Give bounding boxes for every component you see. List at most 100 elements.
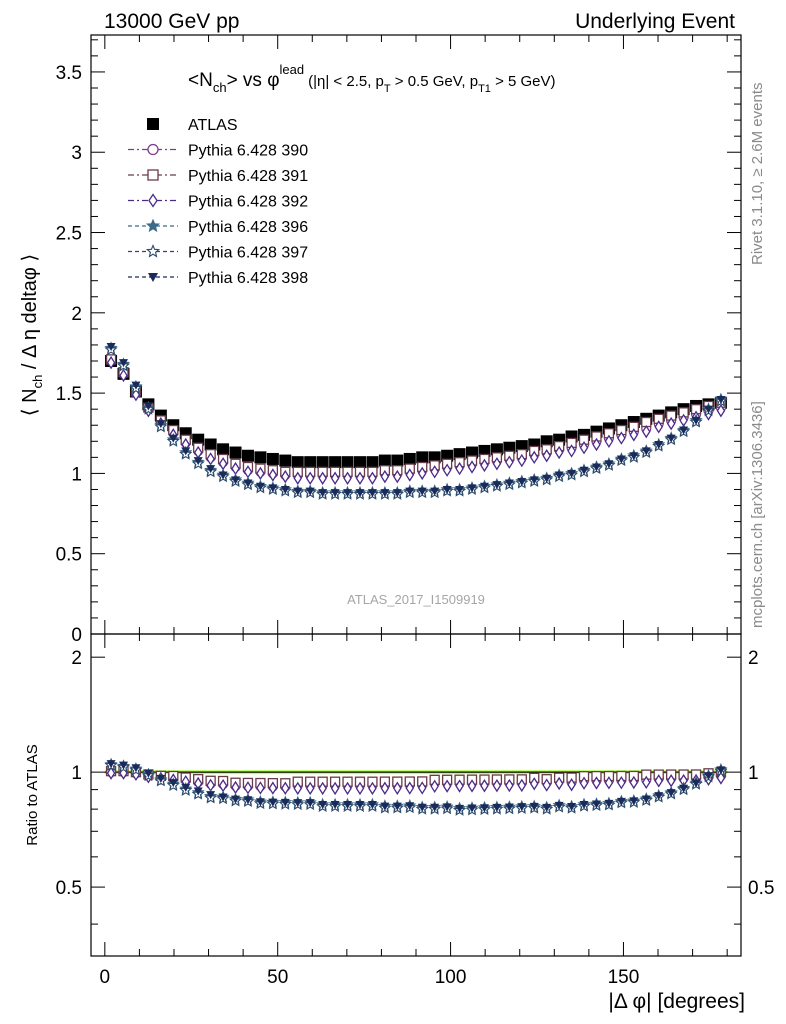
ratio-point — [604, 799, 614, 808]
main-ylabel-end: / Δ η deltaφ ⟩ — [19, 254, 41, 375]
header-right: Underlying Event — [575, 10, 735, 33]
legend-label: Pythia 6.428 398 — [188, 270, 308, 287]
y-tick-label: 2 — [71, 304, 82, 325]
ratio-point — [505, 778, 514, 793]
ratio-point — [455, 804, 465, 813]
ratio-point — [355, 801, 365, 810]
title-mid: > vs φ — [227, 70, 280, 91]
y-tick-label: 1 — [71, 464, 82, 485]
ratio-point — [479, 804, 489, 813]
mcplots-label: mcplots.cern.ch [arXiv:1306.3436] — [749, 401, 766, 628]
title-cuts: (|η| < 2.5, p — [308, 73, 384, 90]
ratio-point — [455, 779, 464, 793]
data-point — [341, 456, 354, 469]
ratio-point — [641, 795, 651, 804]
data-point — [318, 471, 327, 485]
ratio-point — [567, 802, 577, 811]
ratio-point — [255, 798, 265, 807]
x-tick-label: 50 — [267, 967, 288, 988]
data-point — [455, 461, 464, 476]
data-point — [106, 355, 116, 370]
x-tick-label: 150 — [608, 967, 640, 988]
ratio-point — [604, 776, 614, 790]
data-point — [119, 359, 128, 368]
ratio-point — [654, 774, 663, 788]
ratio-point — [579, 801, 589, 810]
data-point — [280, 485, 290, 494]
data-point — [380, 489, 390, 498]
data-point — [119, 368, 128, 383]
ratio-point — [716, 771, 726, 785]
data-point — [355, 489, 365, 498]
data-point — [243, 479, 253, 488]
y-tick-label: 1.5 — [56, 384, 82, 405]
data-point — [355, 471, 365, 485]
ratio-point — [368, 781, 377, 796]
data-point — [279, 454, 292, 467]
ratio-point — [467, 804, 477, 813]
x-axis-label: |Δ φ| [degrees] — [608, 990, 745, 1013]
ratio-point — [629, 775, 639, 790]
ratio-point — [293, 799, 303, 808]
ratio-point — [218, 793, 228, 802]
ratio-point — [417, 781, 427, 795]
data-point — [567, 469, 577, 478]
data-point — [480, 458, 489, 473]
ratio-point — [641, 775, 651, 790]
data-point — [229, 446, 242, 459]
ratio-point — [554, 801, 564, 810]
data-point — [567, 444, 576, 458]
main-ylabel-start: ⟨ N — [19, 388, 41, 416]
ratio-point — [405, 802, 415, 811]
ratio-point — [442, 779, 452, 793]
ratio-tick-label-left: 2 — [71, 648, 82, 669]
ratio-point — [106, 760, 116, 769]
data-point — [318, 489, 328, 498]
series-6 — [106, 343, 726, 498]
data-point — [403, 452, 416, 465]
data-point — [368, 471, 377, 485]
data-point — [343, 489, 353, 498]
ratio-point — [293, 781, 303, 796]
ratio-point — [367, 801, 377, 810]
data-point — [181, 447, 191, 456]
data-point — [542, 449, 551, 463]
data-point — [256, 466, 265, 481]
ratio-point — [281, 781, 290, 795]
data-point — [168, 434, 178, 443]
title-sup: lead — [280, 62, 305, 77]
legend-marker — [147, 118, 159, 130]
ratio-point — [492, 778, 502, 793]
data-point — [266, 452, 279, 465]
data-point — [268, 468, 278, 482]
ratio-point — [280, 798, 290, 807]
ratio-point — [592, 776, 601, 790]
y-tick-label: 2.5 — [56, 224, 82, 245]
ratio-point — [181, 783, 191, 792]
x-tick-label: 100 — [435, 967, 467, 988]
data-point — [268, 484, 278, 493]
data-point — [305, 487, 315, 496]
ratio-point — [305, 781, 315, 796]
ratio-point — [629, 797, 639, 806]
ratio-point — [666, 789, 676, 798]
ratio-point — [567, 778, 576, 792]
data-point — [492, 481, 502, 490]
ratio-point — [617, 775, 626, 790]
y-tick-label: 0 — [71, 625, 82, 646]
data-point — [529, 476, 539, 485]
title-prefix: <N — [188, 70, 213, 91]
data-point — [554, 445, 564, 460]
data-point — [366, 456, 379, 469]
data-point — [405, 468, 415, 482]
ratio-point — [393, 781, 402, 795]
data-point — [329, 456, 342, 469]
ratio-point — [343, 781, 352, 796]
data-point — [554, 471, 564, 480]
data-point — [380, 469, 390, 484]
legend-label: ATLAS — [188, 117, 238, 134]
data-point — [193, 457, 203, 466]
data-point — [529, 450, 539, 465]
data-point — [430, 465, 439, 479]
